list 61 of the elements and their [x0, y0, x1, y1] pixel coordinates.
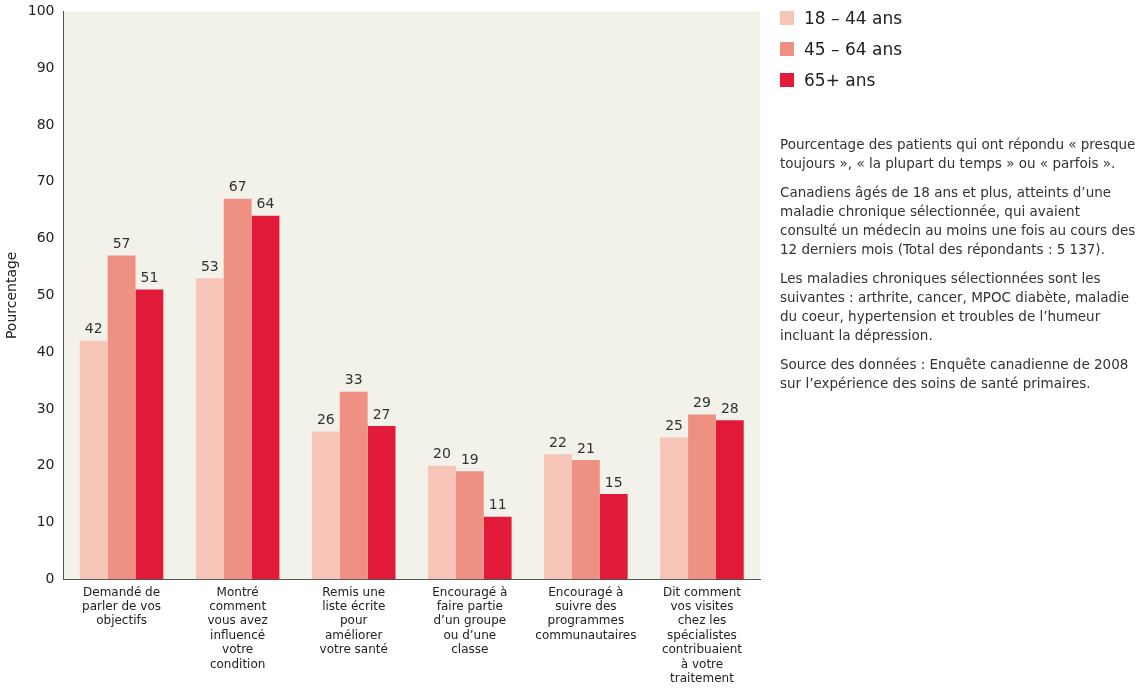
legend-label: 65+ ans: [804, 69, 876, 90]
data-label: 53: [200, 257, 219, 274]
y-tick-label: 20: [36, 456, 55, 473]
text: Les maladies chroniques sélectionnées sont les suivantes : arthrite, cancer, MPOC diabète, maladie du coeur, hypertension et troubles de l’humeur incluant la dépression.: [780, 269, 1131, 345]
data-label: 11: [488, 496, 507, 513]
data-label: 64: [256, 195, 275, 212]
data-label: 26: [316, 411, 335, 428]
y-tick-label: 70: [36, 172, 55, 189]
data-label: 20: [433, 445, 451, 462]
data-label: 67: [228, 178, 247, 195]
bar: [455, 471, 484, 580]
x-tick-label: Dit comment vos visites chez les spécialistes contribuaient à votre traitement: [661, 584, 743, 685]
text: Canadiens âgés de 18 ans et plus, atteints d’une maladie chronique sélectionnée, qui avaient consulté un médecin au moins une fois au cours des 12 derniers mois (Total des répondants : 5 137).: [780, 183, 1137, 259]
bar: [660, 437, 689, 580]
x-tick-label: Encouragé à suivre des programmes communautaires: [535, 584, 637, 642]
x-tick-label: Remis une liste écrite pour améliorer votre santé: [319, 584, 388, 657]
bar: [599, 494, 628, 580]
y-tick-label: 80: [36, 115, 55, 132]
y-tick-label: 0: [45, 569, 55, 586]
data-label: 22: [549, 433, 567, 450]
data-label: 33: [344, 371, 363, 388]
y-tick-label: 30: [36, 399, 55, 416]
source-note: Source des données : Enquête canadienne de 2008 sur l’expérience des soins de santé primaires.: [780, 355, 1130, 393]
data-label: 19: [460, 450, 479, 467]
x-tick-label: Demandé de parler de vos objectifs: [82, 584, 162, 628]
bar: [79, 340, 108, 580]
bar: [135, 289, 164, 580]
data-label: 29: [693, 394, 711, 411]
y-tick-label: 100: [27, 2, 55, 19]
bar: [311, 431, 340, 580]
bar: [688, 414, 716, 580]
bar: [544, 454, 572, 580]
bar: [367, 425, 396, 580]
bar: [251, 215, 280, 580]
y-tick-label: 40: [36, 342, 55, 359]
x-tick-label: Montré comment vous avez influencé votre condition: [207, 584, 268, 671]
y-tick-label: 50: [36, 285, 55, 302]
x-tick-label: Encouragé à faire partie d’un groupe ou d’une classe: [432, 584, 508, 657]
data-label: 42: [84, 320, 103, 337]
data-label: 28: [720, 399, 739, 416]
data-label: 21: [576, 439, 595, 456]
bar: [571, 459, 600, 580]
y-axis-title: Pourcentage: [3, 251, 20, 340]
bar: [428, 465, 456, 580]
y-tick-label: 10: [36, 513, 55, 530]
data-label: 57: [112, 235, 131, 252]
data-label: 27: [372, 405, 391, 422]
legend-label: 18 – 44 ans: [804, 7, 903, 28]
bar: [223, 198, 252, 580]
bar: [107, 255, 136, 580]
y-tick-label: 60: [36, 229, 55, 246]
bar: [195, 278, 224, 580]
legend-label: 45 – 64 ans: [804, 38, 903, 59]
data-label: 25: [665, 416, 684, 433]
bar: [483, 516, 512, 580]
bar: [339, 391, 368, 580]
data-label: 51: [140, 269, 159, 286]
data-label: 15: [604, 473, 623, 490]
bar: [715, 420, 744, 580]
y-tick-label: 90: [36, 58, 55, 75]
text: Pourcentage des patients qui ont répondu « presque toujours », « la plupart du temps » ou « parfois ».: [780, 135, 1137, 173]
